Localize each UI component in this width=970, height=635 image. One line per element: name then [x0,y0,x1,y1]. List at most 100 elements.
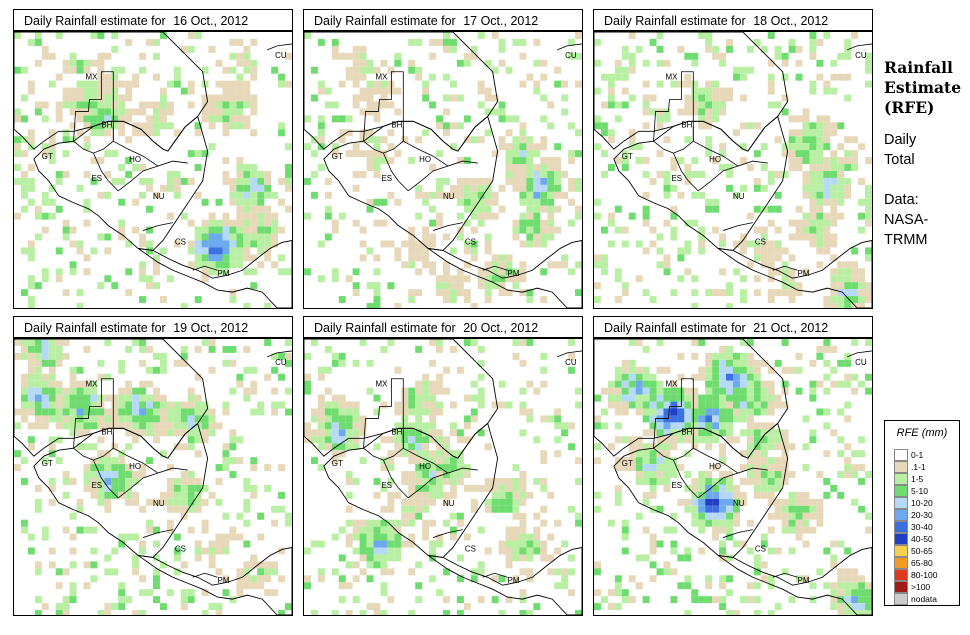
rainfall-cell [533,191,541,199]
rainfall-cell [733,408,740,416]
rainfall-cell [429,422,437,430]
rainfall-cell [858,296,866,304]
rainfall-cell [201,339,209,346]
rainfall-cell [194,373,202,381]
rainfall-cell [222,87,230,95]
rainfall-cell [243,191,251,199]
rainfall-cell [575,519,582,527]
rainfall-cell [684,415,692,423]
rainfall-cell [830,240,838,248]
rainfall-cell [69,261,77,269]
rainfall-cell [781,429,789,437]
rainfall-cell [83,170,91,178]
rainfall-cell [345,66,353,74]
rainfall-cell [677,422,685,430]
rainfall-cell [684,73,692,81]
rainfall-cell [415,38,423,46]
rainfall-cell [698,429,706,437]
rainfall-cell [540,296,548,304]
rainfall-cell [809,219,817,227]
rainfall-cell [684,170,692,178]
rainfall-cell [649,38,657,46]
rainfall-cell [865,191,872,199]
rainfall-cell [726,498,733,506]
rainfall-cell [173,129,181,137]
rainfall-cell [540,157,548,165]
rainfall-cell [97,73,105,81]
legend-swatch [894,509,908,521]
rainfall-cell [180,589,188,597]
rainfall-cell [519,240,527,248]
rainfall-cell [104,87,112,95]
rainfall-cell [41,526,49,534]
rainfall-cell [338,408,346,416]
rainfall-cell [278,268,286,276]
rainfall-cell [705,373,713,381]
country-label: NU [733,192,745,201]
rainfall-cell [635,339,643,346]
rainfall-cell [173,415,181,423]
rainfall-cell [222,177,230,185]
rainfall-cell [719,366,727,374]
rainfall-cell [208,415,216,423]
rainfall-cell [97,610,105,615]
rainfall-cell [41,373,49,381]
rainfall-cell [844,415,852,423]
rainfall-cell [41,275,49,283]
rainfall-cell [55,247,63,255]
rainfall-cell [20,205,28,213]
rainfall-cell [187,87,195,95]
rainfall-cell [505,505,513,513]
rainfall-cell [236,73,244,81]
rainfall-cell [540,170,548,178]
rainfall-cell [484,240,492,248]
rainfall-cell [166,484,174,492]
rainfall-cell [533,59,541,67]
rainfall-cell [767,247,775,255]
rainfall-cell [264,373,272,381]
rainfall-cell [222,115,230,123]
rainfall-cell [345,429,353,437]
rainfall-cell [159,429,167,437]
rainfall-cell [436,282,443,290]
rainfall-cell [443,94,450,102]
rainfall-cell [222,212,230,220]
rainfall-cell [621,380,629,388]
rainfall-cell [48,547,56,555]
rainfall-cell [816,122,824,130]
rainfall-cell [173,568,181,576]
rainfall-cell [837,289,845,297]
rainfall-cell [505,289,513,297]
rainfall-cell [331,359,339,367]
rainfall-cell [547,554,555,562]
country-label: MX [85,380,98,389]
rainfall-cell [243,366,251,374]
rainfall-cell [222,122,230,130]
rainfall-cell [408,261,416,269]
rainfall-cell [477,282,485,290]
rainfall-cell [621,73,629,81]
rainfall-cell [118,129,126,137]
rainfall-cell [753,477,761,485]
rainfall-cell [719,450,727,458]
rainfall-cell [712,477,720,485]
rainfall-cell [359,429,367,437]
rainfall-cell [278,610,286,615]
rainfall-cell [698,108,706,116]
rainfall-cell [317,436,325,444]
rainfall-cell [670,380,678,388]
rainfall-cell [436,457,443,465]
rainfall-cell [97,457,105,465]
rainfall-cell [621,373,629,381]
rainfall-cell [153,191,160,199]
rainfall-cell [649,547,657,555]
rainfall-cell [422,450,430,458]
rainfall-cell [519,554,527,562]
rainfall-cell [705,477,713,485]
rainfall-cell [118,115,126,123]
rainfall-cell [656,108,664,116]
rainfall-cell [554,205,562,213]
rainfall-cell [153,108,160,116]
rainfall-cell [656,247,664,255]
rainfall-cell [449,429,457,437]
